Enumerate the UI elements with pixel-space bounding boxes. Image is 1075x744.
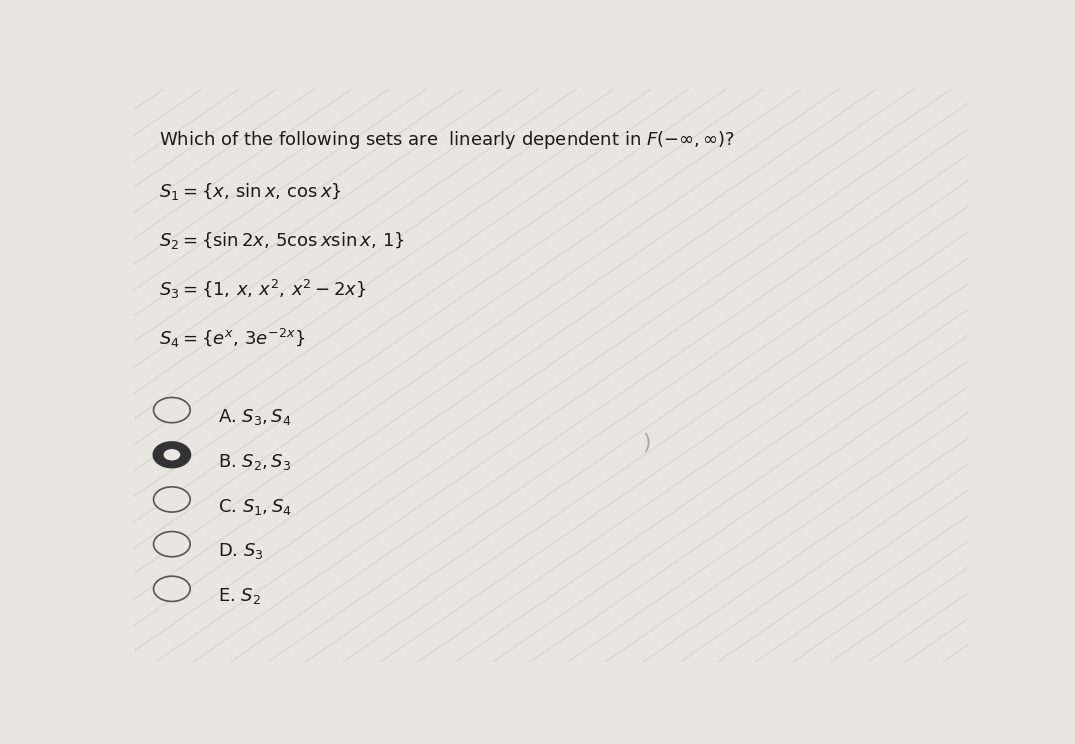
Text: Which of the following sets are  linearly dependent in $\mathit{F}(-\infty, \inf: Which of the following sets are linearly…: [159, 129, 735, 151]
Circle shape: [154, 487, 190, 512]
Circle shape: [154, 397, 190, 423]
Text: A. $\mathit{S}_3,\mathit{S}_4$: A. $\mathit{S}_3,\mathit{S}_4$: [217, 407, 291, 427]
Text: D. $\mathit{S}_3$: D. $\mathit{S}_3$: [217, 542, 263, 561]
Circle shape: [163, 449, 181, 461]
Circle shape: [154, 442, 190, 467]
Text: $\mathit{S}_4 = \{e^x,\,3e^{-2x}\}$: $\mathit{S}_4 = \{e^x,\,3e^{-2x}\}$: [159, 327, 306, 350]
Text: ): ): [643, 433, 651, 453]
Circle shape: [154, 576, 190, 601]
Circle shape: [154, 531, 190, 557]
Text: $\mathit{S}_2 = \{\sin 2x,\,5\cos x\sin x,\,1\}$: $\mathit{S}_2 = \{\sin 2x,\,5\cos x\sin …: [159, 230, 405, 251]
Text: $\mathit{S}_3 = \{1,\,x,\,x^2,\,x^2-2x\}$: $\mathit{S}_3 = \{1,\,x,\,x^2,\,x^2-2x\}…: [159, 278, 367, 301]
Text: C. $\mathit{S}_1,\mathit{S}_4$: C. $\mathit{S}_1,\mathit{S}_4$: [217, 496, 291, 516]
Text: B. $\mathit{S}_2,\mathit{S}_3$: B. $\mathit{S}_2,\mathit{S}_3$: [217, 452, 291, 472]
Text: E. $\mathit{S}_2$: E. $\mathit{S}_2$: [217, 586, 260, 606]
Text: $\mathit{S}_1 = \{x,\,\sin x,\,\cos x\}$: $\mathit{S}_1 = \{x,\,\sin x,\,\cos x\}$: [159, 181, 342, 202]
